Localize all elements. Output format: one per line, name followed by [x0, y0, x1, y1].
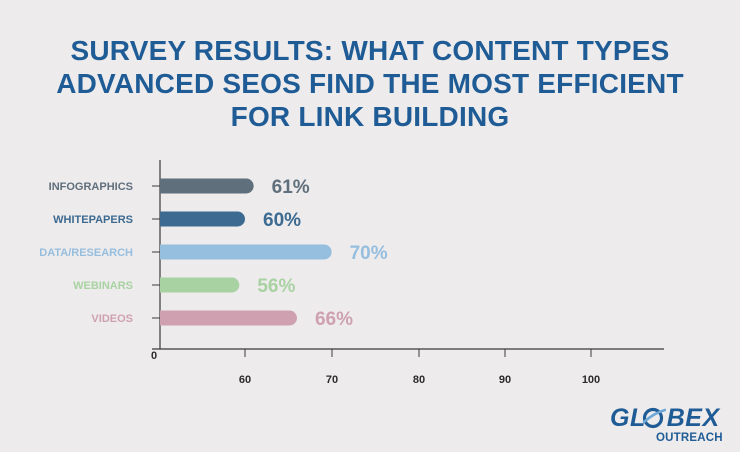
x-tick-label-70: 70 [326, 374, 338, 386]
chart-title-line-2: ADVANCED SEOS FIND THE MOST EFFICIENT [56, 68, 684, 99]
x-tick-label-90: 90 [499, 374, 511, 386]
chart-title-line-3: FOR LINK BUILDING [230, 101, 510, 132]
value-label-data-research: 70% [350, 243, 388, 264]
x-tick-label-80: 80 [413, 374, 425, 386]
chart-value-labels: 61% 60% 70% 56% 66% [257, 177, 387, 330]
chart-tick-labels: 0 60 70 80 90 100 [151, 350, 600, 386]
bar-videos-base [160, 310, 168, 326]
globe-swoosh-icon [642, 407, 666, 429]
bar-infographics [160, 178, 254, 194]
value-label-whitepapers: 60% [263, 210, 301, 231]
logo-word-right: BEX [666, 404, 720, 432]
category-label-videos: VIDEOS [91, 313, 133, 325]
value-label-videos: 66% [315, 309, 353, 330]
category-label-data-research: DATA/RESEARCH [39, 247, 133, 259]
bar-infographics-base [160, 178, 168, 194]
category-label-whitepapers: WHITEPAPERS [53, 214, 133, 226]
x-tick-label-0: 0 [151, 350, 157, 362]
chart-bars [160, 178, 332, 326]
bar-whitepapers-base [160, 211, 168, 227]
category-label-webinars: WEBINARS [73, 280, 133, 292]
category-label-infographics: INFOGRAPHICS [49, 181, 133, 193]
chart-title: SURVEY RESULTS: WHAT CONTENT TYPES ADVAN… [0, 34, 740, 133]
logo-wordmark: GL BEX [610, 404, 720, 432]
bar-webinars [160, 277, 240, 293]
chart-title-line-1: SURVEY RESULTS: WHAT CONTENT TYPES [70, 35, 670, 66]
x-tick-label-60: 60 [239, 374, 251, 386]
bar-videos [160, 310, 297, 326]
bar-whitepapers [160, 211, 245, 227]
x-tick-label-100: 100 [582, 374, 600, 386]
logo-word-left: GL [610, 404, 646, 432]
bar-data-research-base [160, 244, 168, 260]
globex-outreach-logo: GL BEX OUTREACH [610, 404, 738, 450]
value-label-webinars: 56% [257, 276, 295, 297]
value-label-infographics: 61% [272, 177, 310, 198]
chart-category-labels: INFOGRAPHICS WHITEPAPERS DATA/RESEARCH WEBI… [39, 181, 133, 325]
logo-subtitle: OUTREACH [656, 432, 723, 444]
bar-webinars-base [160, 277, 168, 293]
bar-data-research [160, 244, 332, 260]
